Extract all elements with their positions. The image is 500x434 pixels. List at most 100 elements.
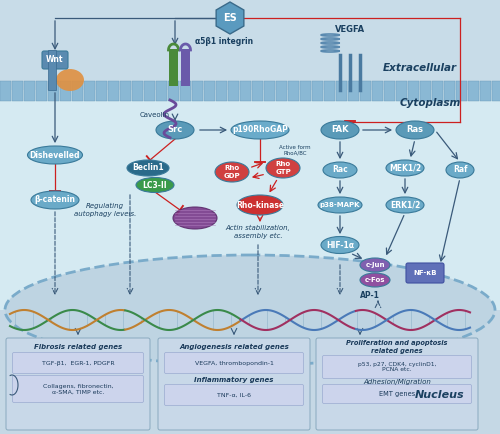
FancyBboxPatch shape [169,49,178,86]
FancyBboxPatch shape [12,375,143,402]
Text: Caveolin: Caveolin [140,112,170,118]
Text: Wnt: Wnt [46,56,64,65]
FancyBboxPatch shape [108,81,119,101]
Ellipse shape [386,160,424,176]
Polygon shape [216,2,244,34]
FancyBboxPatch shape [144,81,155,101]
FancyBboxPatch shape [168,81,179,101]
Text: Actin stabilization,
assembly etc.: Actin stabilization, assembly etc. [226,225,290,239]
Text: c-Jun: c-Jun [365,262,385,268]
Ellipse shape [318,197,362,213]
FancyBboxPatch shape [42,51,68,69]
Text: HIF-1α: HIF-1α [326,240,354,250]
Text: ERK1/2: ERK1/2 [390,201,420,210]
Ellipse shape [321,121,359,139]
Text: Src: Src [168,125,182,135]
Text: Rac: Rac [332,165,348,174]
FancyBboxPatch shape [216,81,227,101]
Text: LC3-II: LC3-II [142,181,168,190]
Text: Regulating
autophagy levels.: Regulating autophagy levels. [74,204,136,217]
Text: FAK: FAK [331,125,349,135]
Ellipse shape [396,121,434,139]
Text: VEGFA, thrombopondin-1: VEGFA, thrombopondin-1 [194,361,274,365]
Text: Cytoplasm: Cytoplasm [400,98,460,108]
FancyBboxPatch shape [348,81,359,101]
Ellipse shape [386,197,424,213]
FancyBboxPatch shape [372,81,383,101]
FancyBboxPatch shape [408,81,419,101]
Ellipse shape [31,191,79,209]
Ellipse shape [266,158,300,178]
FancyBboxPatch shape [396,81,407,101]
FancyBboxPatch shape [24,81,35,101]
FancyBboxPatch shape [0,81,11,101]
FancyBboxPatch shape [406,263,444,283]
Text: p53, p27, CDK4, cyclinD1,
PCNA etc.: p53, p27, CDK4, cyclinD1, PCNA etc. [358,362,436,372]
FancyBboxPatch shape [322,355,472,378]
Ellipse shape [237,195,283,215]
FancyBboxPatch shape [12,352,143,374]
FancyBboxPatch shape [192,81,203,101]
FancyBboxPatch shape [181,49,190,86]
Text: p190RhoGAP: p190RhoGAP [232,125,288,135]
FancyBboxPatch shape [420,81,431,101]
FancyBboxPatch shape [240,81,251,101]
FancyBboxPatch shape [492,81,500,101]
Text: c-Fos: c-Fos [365,277,385,283]
FancyBboxPatch shape [276,81,287,101]
Ellipse shape [446,162,474,178]
FancyBboxPatch shape [252,81,263,101]
FancyBboxPatch shape [84,81,95,101]
Ellipse shape [28,146,82,164]
FancyBboxPatch shape [0,310,500,434]
Text: p38-MAPK: p38-MAPK [320,202,360,208]
FancyBboxPatch shape [204,81,215,101]
FancyBboxPatch shape [164,385,304,405]
Text: Nucleus: Nucleus [415,390,465,400]
Ellipse shape [360,273,390,287]
Text: Rho
GDP: Rho GDP [224,165,240,178]
Text: Adhesion/Migration: Adhesion/Migration [363,379,431,385]
Text: Proliferation and apoptosis
related genes: Proliferation and apoptosis related gene… [346,340,448,354]
Text: α5β1 integrin: α5β1 integrin [195,37,253,46]
Ellipse shape [156,121,194,139]
Ellipse shape [231,121,289,139]
Text: Inflammatory genes: Inflammatory genes [194,377,274,383]
FancyBboxPatch shape [312,81,323,101]
FancyBboxPatch shape [228,81,239,101]
FancyBboxPatch shape [300,81,311,101]
Text: ES: ES [223,13,237,23]
Text: Dishevelled: Dishevelled [30,151,80,160]
Text: Rho-kinase: Rho-kinase [236,201,284,210]
Text: Angiogenesis related genes: Angiogenesis related genes [179,344,289,350]
Text: β-catenin: β-catenin [34,195,76,204]
Ellipse shape [173,207,217,229]
FancyBboxPatch shape [444,81,455,101]
FancyBboxPatch shape [158,338,310,430]
FancyBboxPatch shape [336,81,347,101]
FancyBboxPatch shape [72,81,83,101]
FancyBboxPatch shape [48,81,59,101]
Ellipse shape [56,69,84,91]
Ellipse shape [323,162,357,178]
FancyBboxPatch shape [120,81,131,101]
Text: MEK1/2: MEK1/2 [389,164,421,172]
Text: Beclin1: Beclin1 [132,164,164,172]
FancyBboxPatch shape [0,90,500,350]
FancyBboxPatch shape [164,352,304,374]
FancyBboxPatch shape [36,81,47,101]
FancyBboxPatch shape [480,81,491,101]
FancyBboxPatch shape [12,81,23,101]
FancyBboxPatch shape [316,338,478,430]
Text: TNF-α, IL-6: TNF-α, IL-6 [217,392,251,398]
Text: Raf: Raf [453,165,467,174]
FancyBboxPatch shape [180,81,191,101]
Text: Extracellular: Extracellular [383,63,457,73]
Text: Collagens, fibronectin,
α-SMA, TIMP etc.: Collagens, fibronectin, α-SMA, TIMP etc. [42,384,114,395]
FancyBboxPatch shape [60,81,71,101]
FancyBboxPatch shape [264,81,275,101]
Text: Ras: Ras [406,125,424,135]
Ellipse shape [215,162,249,182]
FancyBboxPatch shape [96,81,107,101]
FancyBboxPatch shape [432,81,443,101]
